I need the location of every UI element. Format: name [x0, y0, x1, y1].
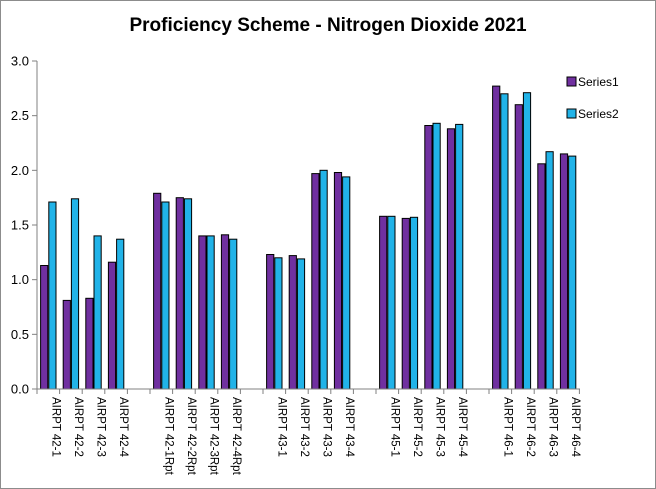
chart-title: Proficiency Scheme - Nitrogen Dioxide 20… [129, 15, 526, 36]
bar-2-20 [568, 155, 577, 390]
bar-2-7 [206, 235, 215, 390]
x-tick-label: AIRPT 42-2Rpt [185, 397, 197, 476]
bar-2-2 [70, 198, 80, 390]
bar-2-11 [319, 169, 328, 390]
x-tick-label: AIRPT 45-3 [434, 397, 446, 457]
bar-1-9 [266, 254, 275, 390]
bar-2-5 [161, 201, 170, 390]
bar-1-4 [107, 261, 117, 390]
bar-1-6 [175, 197, 184, 390]
bar-2-6 [183, 198, 193, 390]
x-tick-label: AIRPT 43-1 [275, 397, 287, 457]
bar-1-8 [220, 234, 230, 390]
y-tick-label: 2.5 [11, 108, 29, 123]
bar-2-15 [432, 122, 441, 390]
x-tick-label: AIRPT 45-4 [456, 397, 468, 457]
bar-1-3 [85, 297, 94, 390]
bar-2-19 [545, 151, 554, 390]
x-tick-label: AIRPT 45-2 [411, 397, 423, 457]
legend-swatch-2 [566, 108, 577, 119]
bar-1-2 [62, 299, 71, 390]
bar-2-14 [409, 216, 419, 390]
bar-1-11 [311, 173, 320, 390]
x-tick-label: AIRPT 46-3 [547, 397, 559, 457]
legend-label-2: Series2 [578, 107, 619, 121]
x-tick-label: AIRPT 42-1 [49, 397, 61, 457]
x-tick-label: AIRPT 45-1 [388, 397, 400, 457]
y-tick-label: 1.5 [11, 218, 29, 233]
bar-2-17 [500, 93, 509, 390]
y-tick-label: 0.5 [11, 327, 29, 342]
x-tick-label: AIRPT 43-3 [321, 397, 333, 457]
bar-2-13 [387, 215, 396, 390]
bar-2-9 [274, 257, 283, 390]
x-tick-label: AIRPT 42-3Rpt [208, 397, 220, 476]
bar-1-14 [401, 217, 410, 390]
bar-1-10 [288, 255, 297, 390]
x-tick-label: AIRPT 46-1 [501, 397, 513, 457]
bar-1-17 [492, 85, 501, 390]
x-tick-label: AIRPT 42-1Rpt [162, 397, 174, 476]
y-tick-label: 3.0 [11, 54, 29, 69]
bar-2-16 [455, 123, 464, 390]
bar-1-18 [514, 104, 523, 390]
bar-2-10 [296, 258, 306, 390]
x-tick-label: AIRPT 43-4 [343, 397, 355, 457]
bar-2-3 [93, 235, 102, 390]
bar-2-4 [116, 238, 125, 390]
bar-1-13 [379, 215, 388, 390]
bar-1-1 [40, 265, 49, 390]
bars-layer [40, 85, 577, 390]
x-tick-label: AIRPT 42-4 [117, 397, 129, 457]
bar-2-1 [48, 201, 57, 390]
x-tick-label: AIRPT 46-2 [524, 397, 536, 457]
legend-label-1: Series1 [578, 75, 619, 89]
x-tick-label: AIRPT 42-4Rpt [230, 397, 242, 476]
x-tick-label: AIRPT 46-4 [569, 397, 581, 457]
bar-1-16 [446, 128, 456, 390]
y-tick-label: 0.0 [11, 382, 29, 397]
bar-1-12 [333, 172, 343, 390]
bar-1-5 [153, 192, 162, 390]
bar-2-18 [522, 92, 532, 390]
bar-1-20 [559, 153, 569, 390]
y-tick-label: 2.0 [11, 163, 29, 178]
legend: Series1 Series2 [566, 75, 619, 121]
y-tick-label: 1.0 [11, 272, 29, 287]
bar-2-12 [342, 176, 351, 390]
axes-layer: 0.0 0.5 1.0 1.5 2.0 2.5 3.0 AIRPT 42-1 AIRPT 42-… [11, 54, 581, 476]
bar-1-7 [198, 235, 207, 390]
bar-2-8 [229, 238, 238, 390]
bar-1-15 [424, 125, 433, 390]
x-tick-label: AIRPT 42-3 [95, 397, 107, 457]
x-tick-label: AIRPT 42-2 [72, 397, 84, 457]
x-tick-label: AIRPT 43-2 [298, 397, 310, 457]
bar-1-19 [537, 163, 546, 390]
legend-swatch-1 [566, 76, 577, 87]
